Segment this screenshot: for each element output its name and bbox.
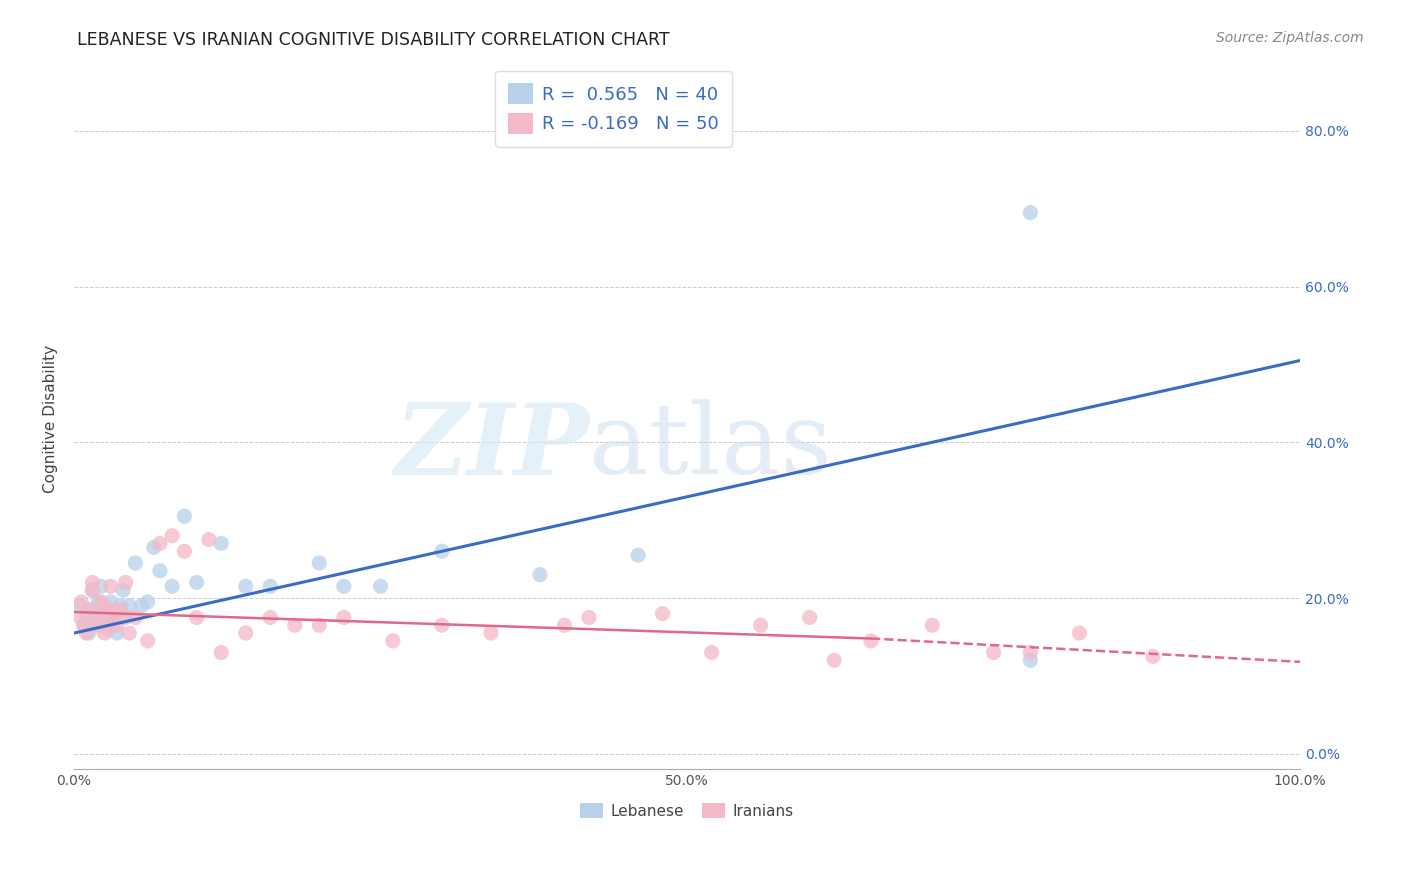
Point bbox=[284, 618, 307, 632]
Text: LEBANESE VS IRANIAN COGNITIVE DISABILITY CORRELATION CHART: LEBANESE VS IRANIAN COGNITIVE DISABILITY… bbox=[77, 31, 669, 49]
Point bbox=[370, 579, 392, 593]
Point bbox=[105, 626, 128, 640]
Point bbox=[84, 610, 107, 624]
Point bbox=[160, 579, 183, 593]
Point bbox=[105, 618, 128, 632]
Point bbox=[749, 618, 772, 632]
Point bbox=[823, 653, 845, 667]
Point bbox=[700, 646, 723, 660]
Point bbox=[124, 610, 146, 624]
Point bbox=[198, 533, 221, 547]
Point bbox=[118, 626, 141, 640]
Point bbox=[578, 610, 600, 624]
Point bbox=[142, 541, 165, 555]
Legend: Lebanese, Iranians: Lebanese, Iranians bbox=[574, 797, 800, 825]
Point bbox=[87, 618, 110, 632]
Point bbox=[84, 610, 107, 624]
Point bbox=[93, 599, 115, 613]
Point bbox=[160, 529, 183, 543]
Point bbox=[983, 646, 1005, 660]
Point bbox=[77, 602, 100, 616]
Point bbox=[90, 579, 112, 593]
Point bbox=[112, 610, 135, 624]
Point bbox=[114, 575, 136, 590]
Point bbox=[186, 610, 208, 624]
Point bbox=[103, 610, 125, 624]
Point bbox=[77, 626, 100, 640]
Point bbox=[82, 583, 104, 598]
Point bbox=[69, 610, 91, 624]
Point bbox=[114, 610, 136, 624]
Point bbox=[479, 626, 502, 640]
Point bbox=[112, 583, 135, 598]
Point bbox=[93, 610, 115, 624]
Point bbox=[97, 618, 120, 632]
Text: atlas: atlas bbox=[589, 399, 832, 495]
Point bbox=[103, 610, 125, 624]
Point bbox=[235, 626, 257, 640]
Point bbox=[529, 567, 551, 582]
Point bbox=[149, 564, 172, 578]
Point bbox=[97, 622, 120, 636]
Point bbox=[87, 618, 110, 632]
Point bbox=[82, 583, 104, 598]
Text: Source: ZipAtlas.com: Source: ZipAtlas.com bbox=[1216, 31, 1364, 45]
Point bbox=[87, 595, 110, 609]
Point bbox=[100, 610, 122, 624]
Point bbox=[627, 548, 650, 562]
Point bbox=[1019, 646, 1042, 660]
Point bbox=[82, 575, 104, 590]
Point bbox=[1069, 626, 1091, 640]
Point bbox=[1019, 205, 1042, 219]
Point bbox=[93, 626, 115, 640]
Point bbox=[651, 607, 673, 621]
Point bbox=[100, 602, 122, 616]
Point bbox=[110, 602, 132, 616]
Point bbox=[333, 579, 356, 593]
Point bbox=[173, 544, 195, 558]
Point bbox=[136, 595, 159, 609]
Point bbox=[93, 602, 115, 616]
Point bbox=[381, 633, 404, 648]
Point bbox=[209, 536, 232, 550]
Point bbox=[124, 556, 146, 570]
Point bbox=[73, 618, 96, 632]
Point bbox=[921, 618, 943, 632]
Point bbox=[308, 618, 330, 632]
Point bbox=[259, 610, 281, 624]
Point bbox=[1142, 649, 1164, 664]
Point bbox=[73, 618, 96, 632]
Point bbox=[430, 544, 453, 558]
Point bbox=[69, 599, 91, 613]
Point bbox=[308, 556, 330, 570]
Point bbox=[859, 633, 882, 648]
Point bbox=[110, 599, 132, 613]
Point bbox=[75, 626, 97, 640]
Point bbox=[799, 610, 821, 624]
Point bbox=[235, 579, 257, 593]
Point bbox=[553, 618, 575, 632]
Point bbox=[136, 633, 159, 648]
Point bbox=[100, 595, 122, 609]
Point bbox=[75, 610, 97, 624]
Y-axis label: Cognitive Disability: Cognitive Disability bbox=[44, 345, 58, 493]
Text: ZIP: ZIP bbox=[394, 399, 589, 495]
Point bbox=[173, 509, 195, 524]
Point bbox=[1019, 653, 1042, 667]
Point bbox=[118, 599, 141, 613]
Point bbox=[333, 610, 356, 624]
Point bbox=[70, 595, 93, 609]
Point bbox=[82, 602, 104, 616]
Point bbox=[90, 595, 112, 609]
Point bbox=[209, 646, 232, 660]
Point bbox=[186, 575, 208, 590]
Point bbox=[131, 599, 153, 613]
Point bbox=[430, 618, 453, 632]
Point bbox=[149, 536, 172, 550]
Point bbox=[100, 579, 122, 593]
Point bbox=[259, 579, 281, 593]
